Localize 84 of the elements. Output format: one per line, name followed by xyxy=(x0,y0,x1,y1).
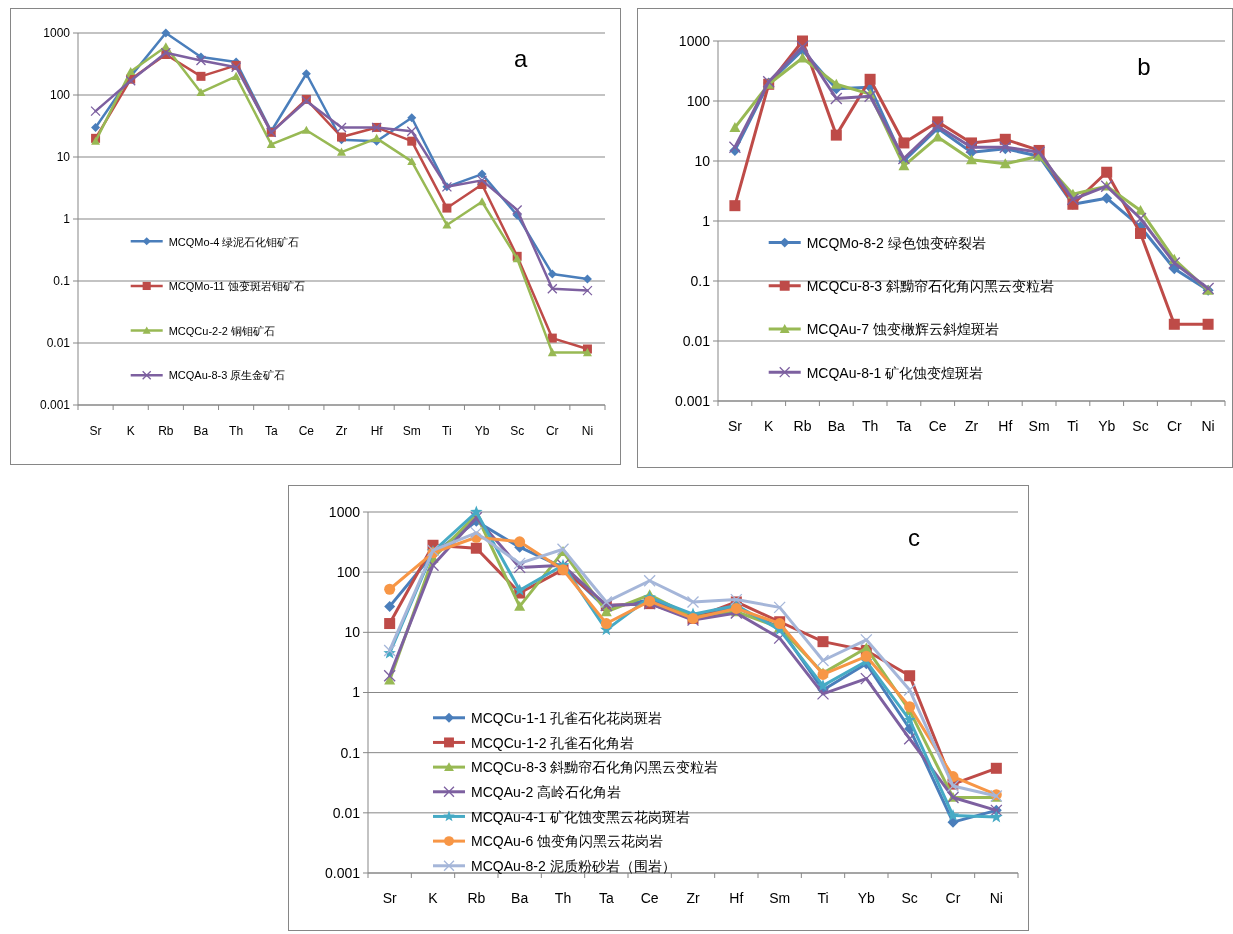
legend-label: MCQCu-8-3 斜黝帘石化角闪黑云变粒岩 xyxy=(471,759,719,776)
text: a xyxy=(514,45,528,72)
y-tick-label: 1 xyxy=(352,684,361,701)
y-tick-label: 0.1 xyxy=(690,272,711,289)
legend-label: MCQMo-8-2 绿色蚀变碎裂岩 xyxy=(806,234,986,251)
legend-label: MCQAu-8-3 原生金矿石 xyxy=(168,369,286,382)
x-tick-label: Ni xyxy=(581,424,594,438)
x-tick-label: Ta xyxy=(896,418,912,434)
x-tick-label: Sr xyxy=(382,890,397,906)
y-tick-label: 1 xyxy=(63,212,71,227)
y-tick-label: 0.01 xyxy=(46,336,71,351)
x-tick-label: Zr xyxy=(964,418,979,434)
x-tick-label: Sc xyxy=(510,424,525,438)
x-tick-label: K xyxy=(126,424,135,438)
x-tick-label: Zr xyxy=(686,890,700,906)
y-tick-label: 100 xyxy=(336,564,361,581)
x-tick-label: Ta xyxy=(598,890,614,906)
x-tick-label: Ti xyxy=(817,890,829,906)
x-tick-label: Ba xyxy=(511,890,529,906)
x-tick-label: K xyxy=(764,418,775,434)
x-tick-label: Ce xyxy=(640,890,659,906)
legend-label: MCQCu-8-3 斜黝帘石化角闪黑云变粒岩 xyxy=(806,278,1055,295)
legend-label: MCQAu-4-1 矿化蚀变黑云花岗斑岩 xyxy=(471,808,690,825)
legend-label: MCQCu-1-2 孔雀石化角岩 xyxy=(471,734,635,751)
x-tick-label: Ce xyxy=(298,424,315,438)
x-tick-label: Th xyxy=(861,418,879,434)
x-tick-label: Yb xyxy=(474,424,490,438)
x-tick-label: Yb xyxy=(1098,418,1116,434)
x-tick-label: K xyxy=(428,890,439,906)
x-tick-label: Th xyxy=(229,424,244,438)
x-tick-label: Ce xyxy=(928,418,947,434)
legend-label: MCQAu-7 蚀变橄辉云斜煌斑岩 xyxy=(806,321,999,338)
legend-label: MCQCu-1-1 孔雀石化花岗斑岩 xyxy=(471,710,663,727)
x-tick-label: Rb xyxy=(793,418,812,434)
y-tick-label: 10 xyxy=(56,150,71,165)
x-tick-label: Hf xyxy=(998,418,1013,434)
y-tick-label: 0.01 xyxy=(332,804,361,821)
x-tick-label: Ba xyxy=(193,424,209,438)
y-tick-label: 10 xyxy=(694,152,711,169)
x-tick-label: Ba xyxy=(827,418,846,434)
x-tick-label: Rb xyxy=(467,890,486,906)
legend-label: MCQMo-11 蚀变斑岩钼矿石 xyxy=(168,280,305,293)
x-tick-label: Sc xyxy=(1132,418,1149,434)
y-tick-label: 1000 xyxy=(678,32,711,49)
x-tick-label: Sc xyxy=(901,890,918,906)
x-tick-label: Th xyxy=(554,890,572,906)
x-tick-label: Ni xyxy=(1201,418,1215,434)
legend-label: MCQCu-2-2 铜钼矿石 xyxy=(168,324,276,337)
y-tick-label: 100 xyxy=(49,88,71,103)
x-tick-label: Sr xyxy=(727,418,743,434)
x-tick-label: Cr xyxy=(1166,418,1183,434)
x-tick-label: Sm xyxy=(402,424,421,438)
y-tick-label: 1000 xyxy=(43,26,71,41)
x-tick-label: Yb xyxy=(857,890,876,906)
x-tick-label: Ti xyxy=(442,424,452,438)
text: b xyxy=(1137,53,1151,80)
legend-label: MCQAu-8-2 泥质粉砂岩（围岩） xyxy=(471,858,676,875)
x-tick-label: Rb xyxy=(158,424,174,438)
legend-label: MCQAu-2 高岭石化角岩 xyxy=(471,784,622,801)
y-tick-label: 0.1 xyxy=(340,744,361,761)
x-tick-label: Zr xyxy=(335,424,348,438)
y-tick-label: 1 xyxy=(702,212,711,229)
legend-label: MCQAu-6 蚀变角闪黑云花岗岩 xyxy=(471,833,664,850)
x-tick-label: Ni xyxy=(989,890,1003,906)
y-tick-label: 10 xyxy=(344,624,361,641)
x-tick-label: Cr xyxy=(545,424,559,438)
y-tick-label: 0.001 xyxy=(674,392,711,409)
text: c xyxy=(908,524,920,551)
x-tick-label: Hf xyxy=(729,890,744,906)
x-tick-label: Sr xyxy=(89,424,102,438)
x-tick-label: Ta xyxy=(264,424,278,438)
legend-label: MCQAu-8-1 矿化蚀变煌斑岩 xyxy=(806,364,984,381)
x-tick-label: Sm xyxy=(1028,418,1050,434)
y-tick-label: 100 xyxy=(686,92,711,109)
x-tick-label: Cr xyxy=(945,890,961,906)
x-tick-label: Ti xyxy=(1067,418,1079,434)
y-tick-label: 0.1 xyxy=(53,274,71,289)
y-tick-label: 1000 xyxy=(328,503,361,520)
y-tick-label: 0.01 xyxy=(682,332,711,349)
y-tick-label: 0.001 xyxy=(39,398,71,413)
legend-label: MCQMo-4 绿泥石化钼矿石 xyxy=(168,235,300,248)
y-tick-label: 0.001 xyxy=(324,864,361,881)
x-tick-label: Sm xyxy=(769,890,791,906)
x-tick-label: Hf xyxy=(370,424,384,438)
